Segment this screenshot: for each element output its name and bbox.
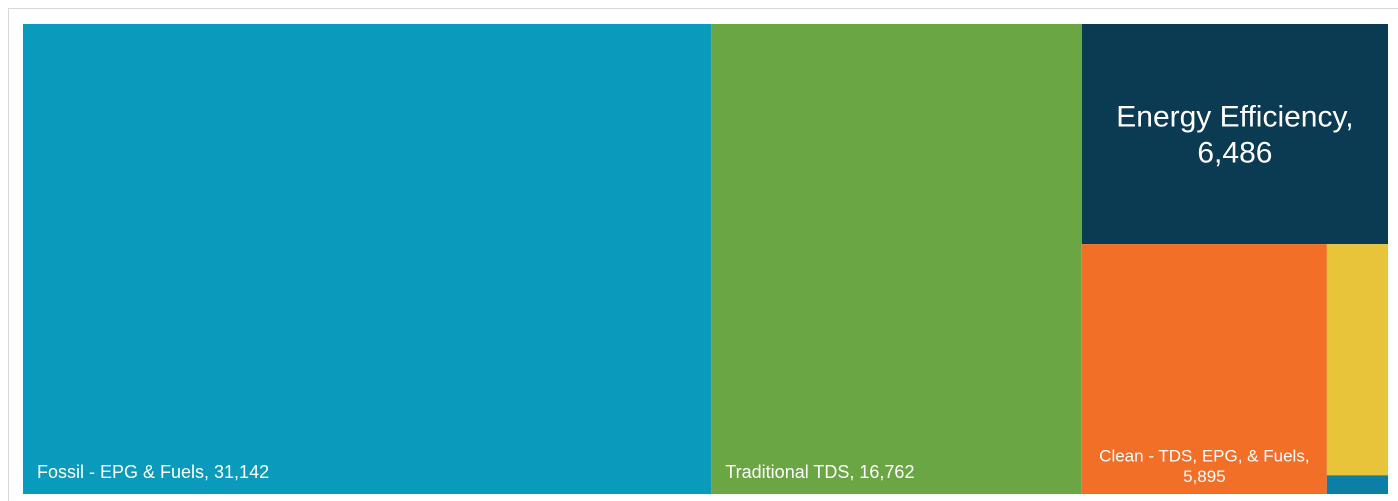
tile-label: Energy Efficiency, 6,486 — [1116, 101, 1353, 170]
tile — [1326, 244, 1388, 476]
tile-label-line: 5,895 — [1183, 467, 1226, 486]
tile — [1326, 475, 1388, 494]
tile — [23, 24, 712, 494]
tile-label-line: 6,486 — [1197, 137, 1272, 170]
tile-label-line: Clean - TDS, EPG, & Fuels, — [1099, 447, 1309, 466]
tile — [711, 24, 1082, 494]
tile-label-line: Traditional TDS, 16,762 — [725, 462, 914, 482]
frame — [8, 8, 1398, 501]
tile-label: Fossil - EPG & Fuels, 31,142 — [37, 462, 269, 482]
tile-label-line: Fossil - EPG & Fuels, 31,142 — [37, 462, 269, 482]
tile — [1081, 244, 1327, 494]
tile-label-line: Energy Efficiency, — [1116, 101, 1353, 134]
tile-label: Clean - TDS, EPG, & Fuels, 5,895 — [1099, 447, 1309, 486]
tile-label: Traditional TDS, 16,762 — [725, 462, 914, 482]
tile — [1081, 24, 1388, 245]
